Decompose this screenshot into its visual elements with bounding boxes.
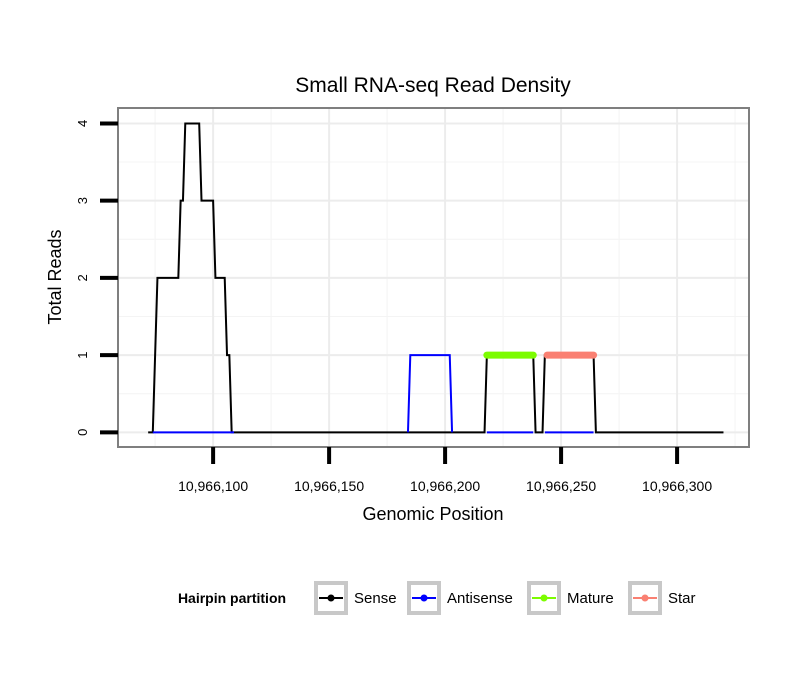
- legend-key-point: [327, 594, 335, 602]
- legend-key-point: [420, 594, 428, 602]
- series-line-antisense: [406, 354, 454, 433]
- series-layer: [148, 122, 724, 434]
- y-tick-label: 1: [75, 351, 90, 358]
- legend-label: Star: [668, 590, 696, 607]
- y-tick-label: 4: [75, 120, 90, 127]
- y-tick-label: 2: [75, 274, 90, 281]
- chart-title: Small RNA-seq Read Density: [295, 74, 571, 97]
- x-tick-label: 10,966,200: [410, 478, 480, 494]
- legend-entry-star: Star: [628, 581, 696, 615]
- legend-entry-antisense: Antisense: [407, 581, 513, 615]
- legend-entry-mature: Mature: [527, 581, 614, 615]
- y-axis-label: Total Reads: [45, 229, 65, 324]
- y-tick-label: 0: [75, 429, 90, 436]
- legend-key-point: [641, 594, 649, 602]
- legend-label: Antisense: [447, 590, 513, 607]
- grid: [118, 108, 749, 447]
- legend-label: Mature: [567, 590, 614, 607]
- x-tick-label: 10,966,250: [526, 478, 596, 494]
- legend-title: Hairpin partition: [178, 590, 286, 606]
- x-tick-label: 10,966,150: [294, 478, 364, 494]
- x-tick-label: 10,966,300: [642, 478, 712, 494]
- legend: Hairpin partition Sense Antisense Mature St…: [178, 581, 696, 615]
- series-line-sense: [148, 122, 724, 434]
- x-axis-label: Genomic Position: [362, 504, 503, 524]
- x-tick-label: 10,966,100: [178, 478, 248, 494]
- legend-key-point: [540, 594, 548, 602]
- axis-ticks: 10,966,100 10,966,150 10,966,200 10,966,250…: [75, 120, 712, 494]
- legend-label: Sense: [354, 590, 397, 607]
- y-tick-label: 3: [75, 197, 90, 204]
- legend-entry-sense: Sense: [314, 581, 397, 615]
